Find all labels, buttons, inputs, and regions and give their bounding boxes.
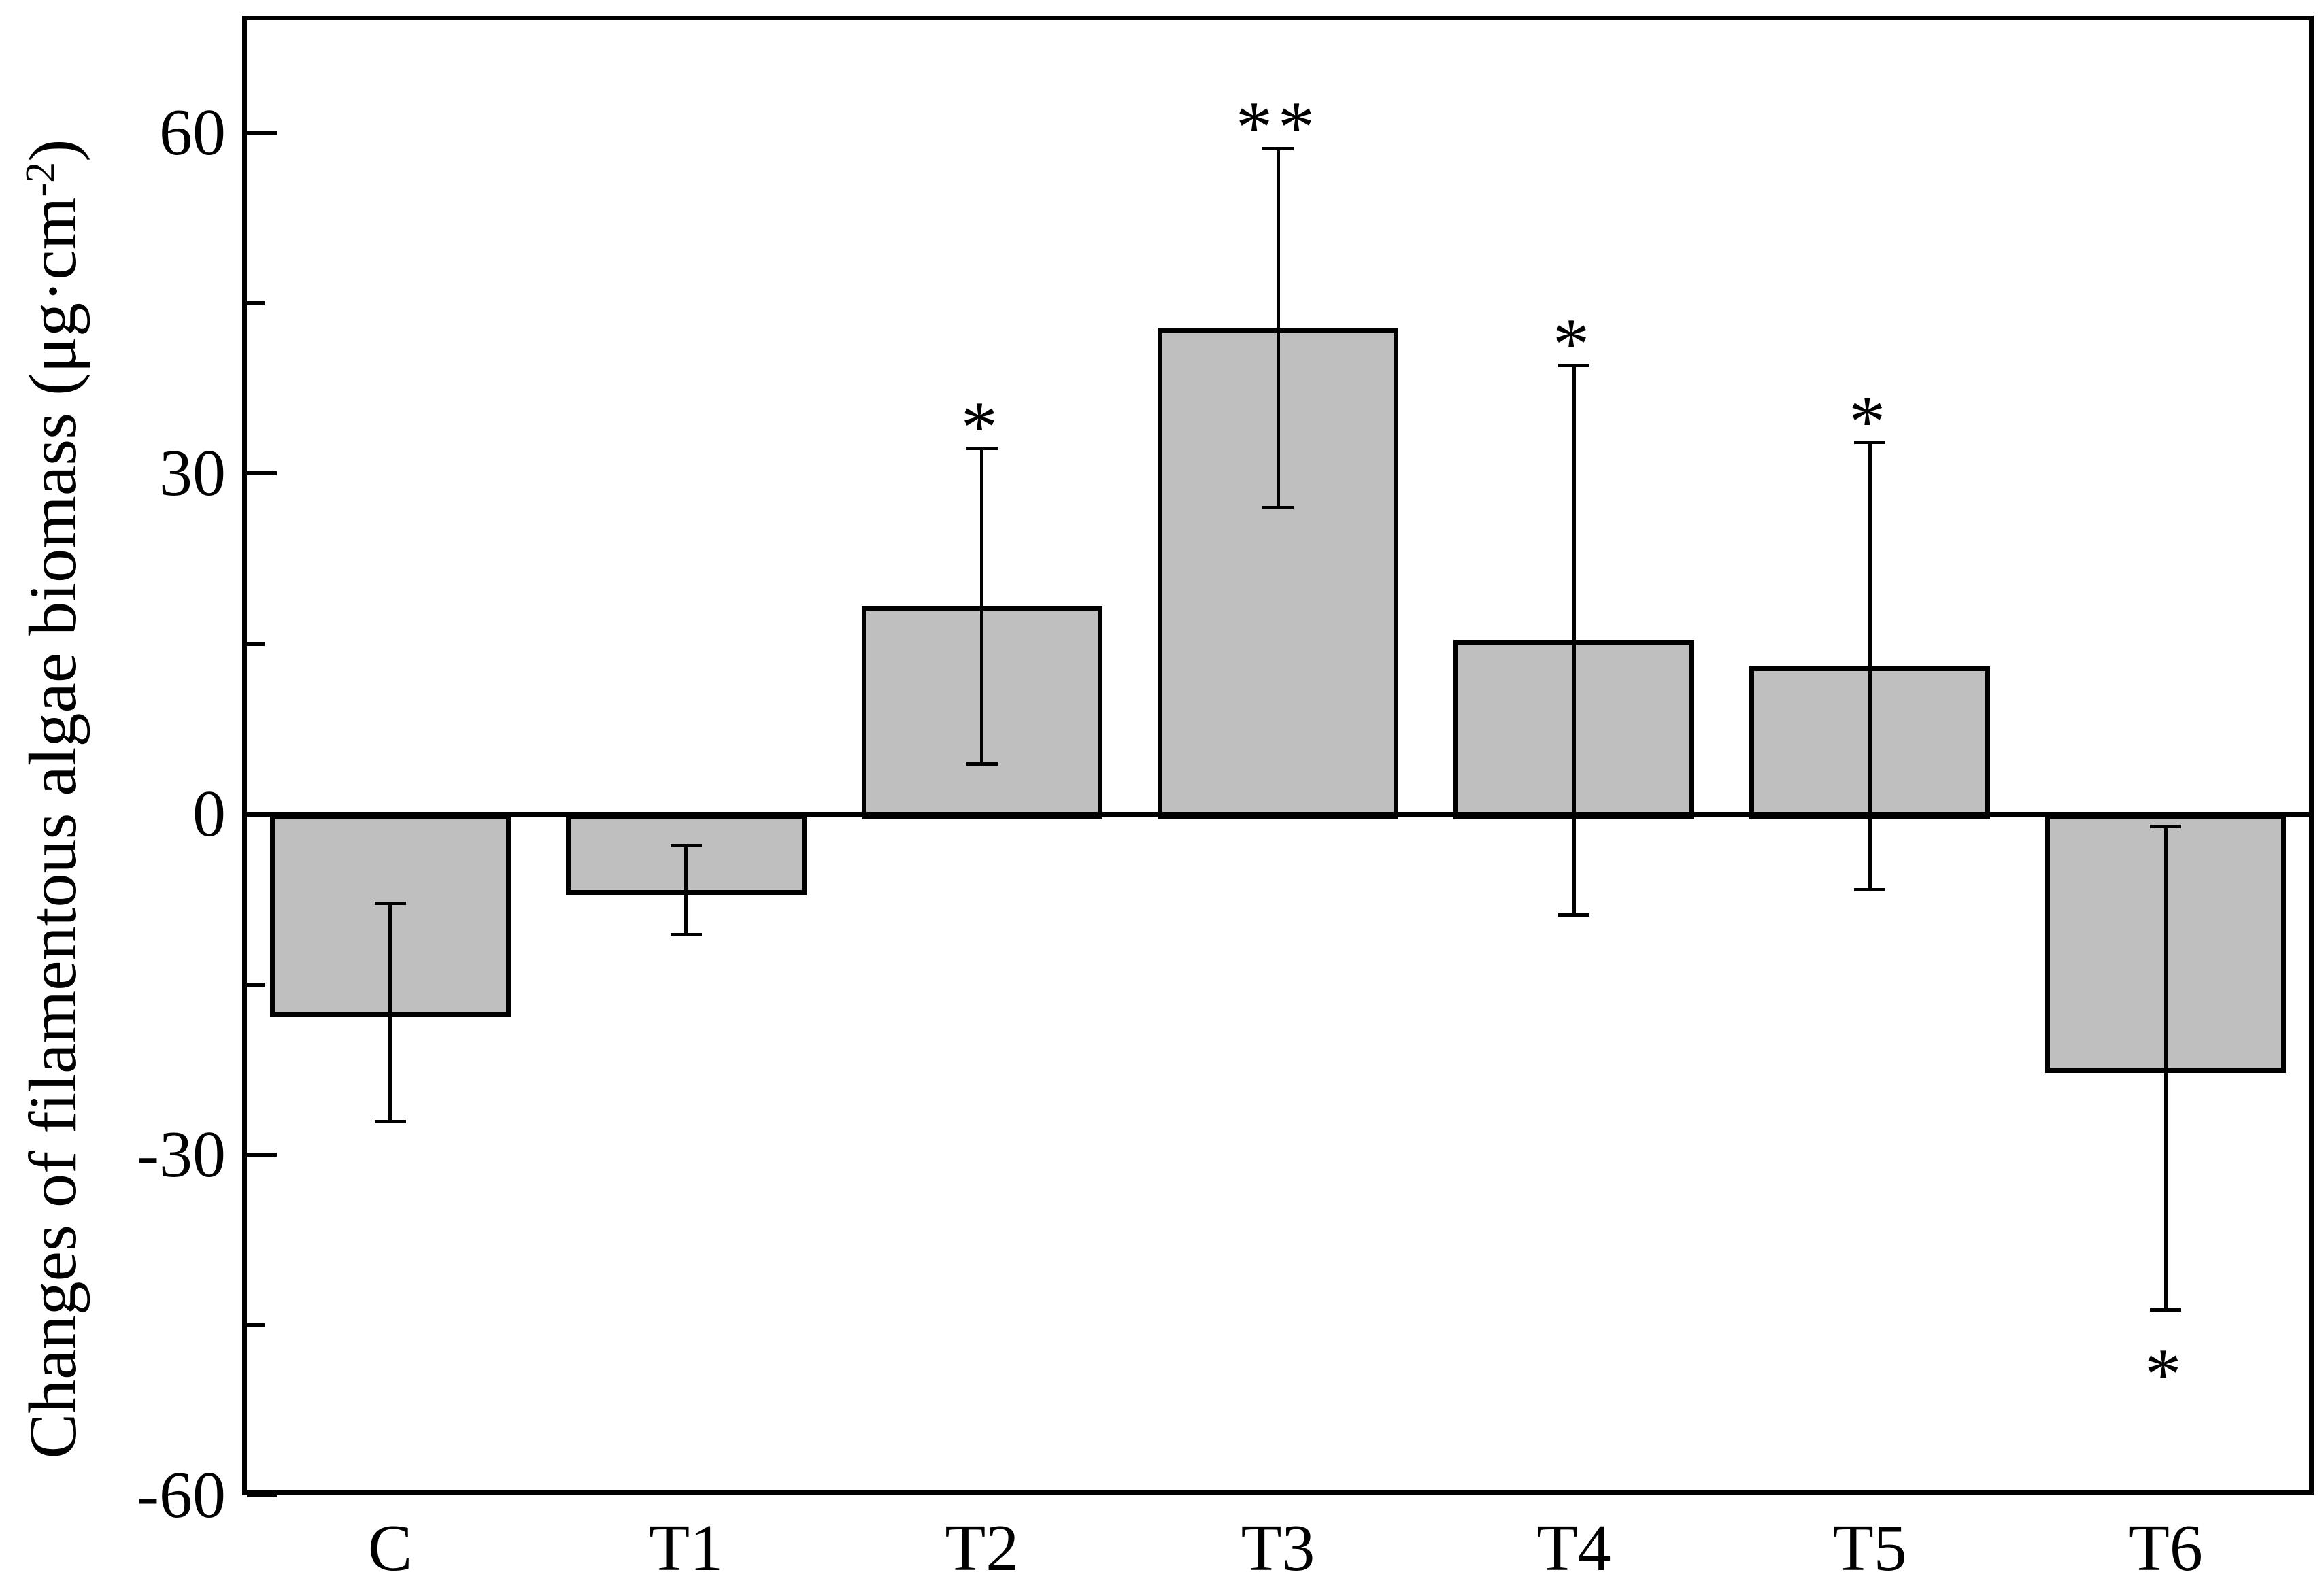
error-bar-T2 [980, 448, 984, 764]
significance-marker-T6: * [2144, 1333, 2187, 1415]
ytick-major-30 [247, 471, 277, 475]
ytick-label--60: -60 [137, 1459, 226, 1532]
error-cap-top-T3 [1262, 146, 1294, 150]
significance-marker-T4: * [1553, 304, 1596, 386]
xtick-label-T6: T6 [2128, 1512, 2203, 1585]
error-cap-top-T2 [966, 446, 998, 450]
xtick-label-T1: T1 [649, 1512, 724, 1585]
ytick-minor-15 [247, 641, 265, 646]
significance-marker-T3: ** [1236, 87, 1320, 169]
error-cap-top-T5 [1854, 441, 1886, 445]
error-cap-bottom-T4 [1558, 913, 1590, 917]
error-cap-bottom-T2 [966, 762, 998, 766]
ytick-minor--15 [247, 982, 265, 987]
error-cap-top-T4 [1558, 363, 1590, 367]
xtick-label-T3: T3 [1241, 1512, 1315, 1585]
xtick-label-C: C [367, 1512, 413, 1585]
error-cap-bottom-T6 [2150, 1308, 2182, 1312]
xtick-label-T4: T4 [1536, 1512, 1611, 1585]
error-bar-T3 [1276, 148, 1280, 508]
ytick-label-60: 60 [159, 96, 226, 169]
error-bar-T4 [1572, 365, 1576, 915]
error-cap-top-T1 [670, 844, 702, 848]
zero-axis-line [242, 811, 2314, 817]
ytick-label-0: 0 [192, 777, 226, 851]
ytick-major-0 [247, 812, 277, 816]
error-cap-bottom-T3 [1262, 505, 1294, 509]
ytick-minor-45 [247, 301, 265, 305]
error-bar-T1 [684, 845, 688, 934]
error-cap-top-T6 [2150, 824, 2182, 828]
significance-marker-T5: * [1849, 381, 1891, 462]
error-cap-bottom-T5 [1854, 888, 1886, 892]
error-bar-T5 [1868, 442, 1872, 890]
ytick-minor--45 [247, 1323, 265, 1327]
error-bar-C [388, 903, 392, 1122]
significance-marker-T2: * [960, 387, 1003, 468]
xtick-label-T5: T5 [1832, 1512, 1907, 1585]
error-cap-top-C [374, 902, 406, 906]
ytick-major-60 [247, 131, 277, 135]
ytick-major--60 [247, 1493, 277, 1497]
ytick-major--30 [247, 1153, 277, 1157]
error-cap-bottom-T1 [670, 932, 702, 936]
ytick-label-30: 30 [159, 437, 226, 510]
error-cap-bottom-C [374, 1120, 406, 1124]
ytick-label--30: -30 [137, 1118, 226, 1191]
error-bar-T6 [2163, 826, 2168, 1310]
xtick-label-T2: T2 [945, 1512, 1020, 1585]
